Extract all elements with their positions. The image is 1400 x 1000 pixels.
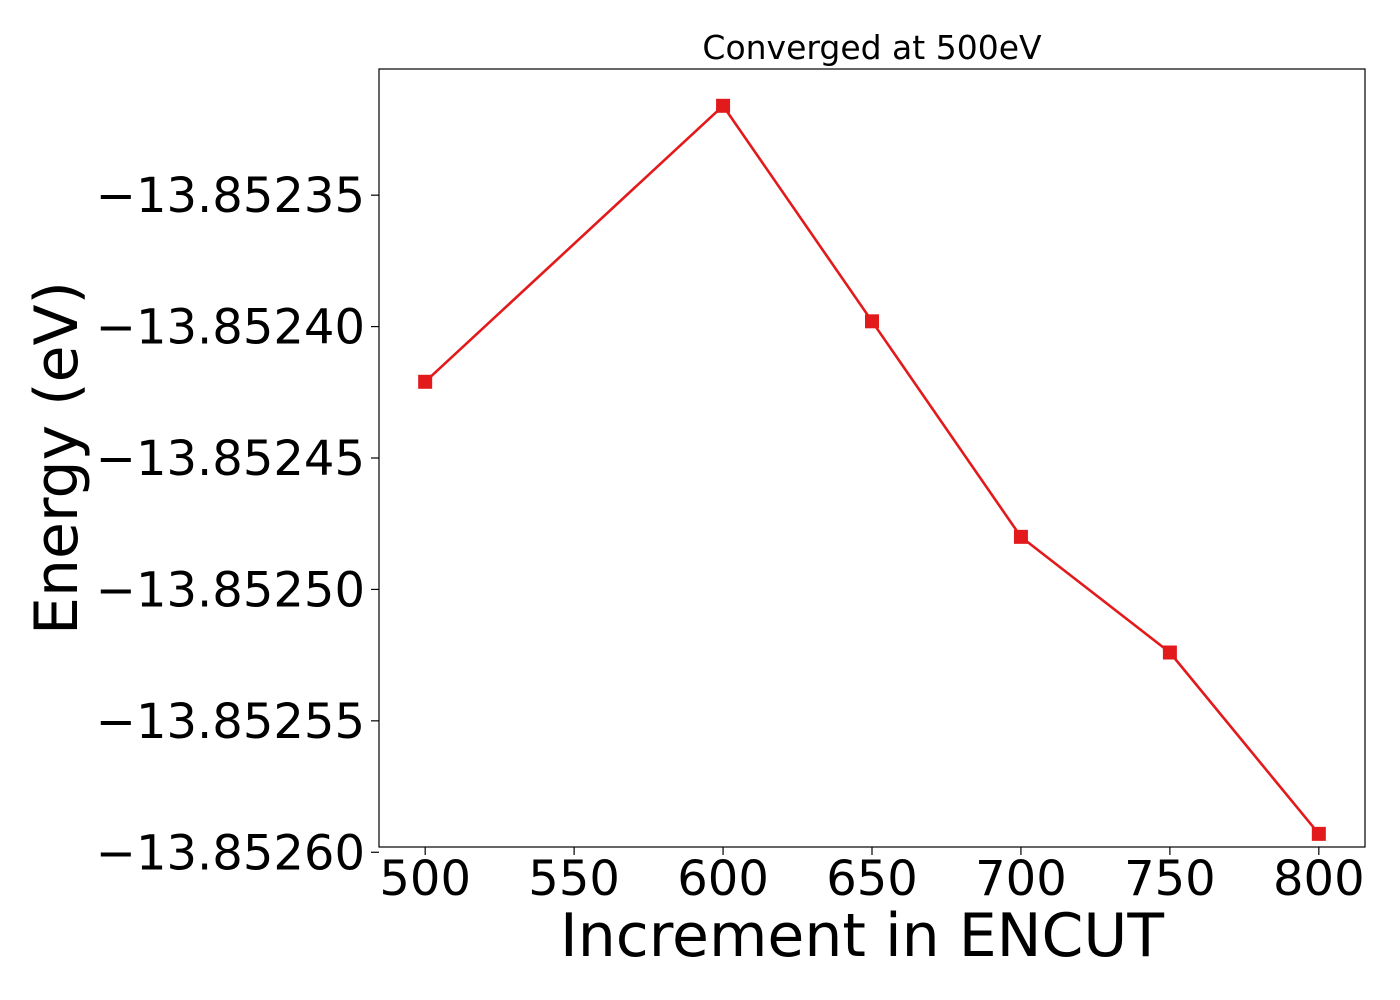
x-tick-label: 650 — [826, 851, 918, 907]
data-point-marker — [418, 374, 433, 389]
y-tick-label: −13.85250 — [96, 562, 365, 618]
series-group — [418, 98, 1326, 841]
x-tick-label: 750 — [1124, 851, 1216, 907]
x-tick-label: 700 — [975, 851, 1067, 907]
data-point-marker — [1013, 529, 1028, 544]
x-axis-ticks: 500 550 600 650 700 750 800 — [379, 847, 1365, 907]
y-tick-label: −13.85240 — [96, 300, 365, 356]
data-point-marker — [1311, 826, 1326, 841]
x-tick-label: 600 — [677, 851, 769, 907]
x-axis-title: Increment in ENCUT — [560, 901, 1164, 971]
series-line — [424, 104, 1320, 835]
plot-background — [379, 69, 1365, 847]
x-tick-label: 500 — [379, 851, 471, 907]
x-tick-label: 800 — [1273, 851, 1365, 907]
plot-frame — [378, 68, 1366, 848]
y-tick-label: −13.85245 — [96, 431, 365, 487]
data-point-marker — [1162, 645, 1177, 660]
y-tick-label: −13.85235 — [96, 168, 365, 224]
data-point-marker — [716, 98, 731, 113]
y-tick-label: −13.85255 — [96, 694, 365, 750]
y-axis-ticks: −13.85235 −13.85240 −13.85245 −13.85250 −13.… — [96, 168, 379, 881]
y-tick-label: −13.85260 — [96, 825, 365, 881]
data-point-marker — [865, 314, 879, 329]
x-tick-label: 550 — [528, 851, 620, 907]
chart-title: Converged at 500eV — [702, 28, 1042, 67]
y-axis-title: Energy (eV) — [22, 281, 92, 635]
